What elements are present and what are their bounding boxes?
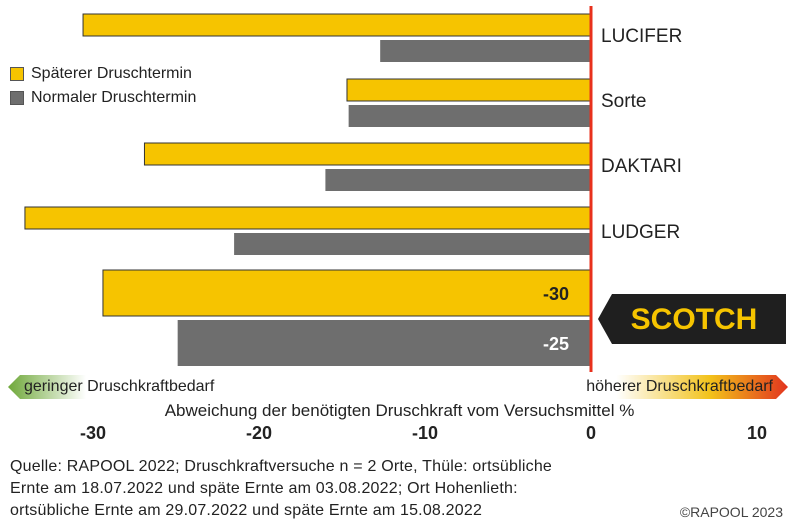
x-tick-label: -30 <box>79 423 107 443</box>
legend-label-normal: Normaler Druschtermin <box>31 89 197 106</box>
source-line: Ernte am 18.07.2022 und späte Ernte am 0… <box>10 480 518 497</box>
x-axis-title: Abweichung der benötigten Druschkraft vo… <box>164 401 635 420</box>
category-label-sorte: Sorte <box>601 91 647 112</box>
category-label-lucifer: LUCIFER <box>601 26 683 47</box>
category-label-ludger: LUDGER <box>601 222 681 243</box>
x-tick-label: 0 <box>585 423 597 443</box>
bar-chart: -30 -25 <box>24 6 593 372</box>
legend-item-later: Späterer Druschtermin <box>10 62 196 86</box>
bar-scotch-normal <box>177 320 591 366</box>
x-tick-label: -10 <box>411 423 439 443</box>
scotch-badge-label: SCOTCH <box>631 303 758 336</box>
bar-daktari-normal <box>325 169 591 191</box>
data-label-scotch-normal: -25 <box>543 334 569 354</box>
bar-ludger-normal <box>234 233 591 255</box>
legend: Späterer Druschtermin Normaler Druschter… <box>10 62 196 110</box>
arrow-shape <box>8 375 788 399</box>
legend-swatch-later <box>10 67 24 81</box>
bar-lucifer-later <box>82 13 592 37</box>
bar-sorte-normal <box>348 105 591 127</box>
category-label-daktari: DAKTARI <box>601 156 682 177</box>
druschkraft-arrow <box>8 375 788 399</box>
legend-item-normal: Normaler Druschtermin <box>10 86 196 110</box>
scotch-badge-shape <box>598 294 786 344</box>
x-tick-label: 10 <box>746 423 768 443</box>
legend-label-later: Späterer Druschtermin <box>31 65 192 82</box>
scotch-badge: SCOTCH <box>598 294 786 344</box>
arrow-left-label: geringer Druschkraftbedarf <box>24 378 215 395</box>
bar-scotch-later <box>102 269 592 317</box>
source-line: ortsübliche Ernte am 29.07.2022 und spät… <box>10 502 483 519</box>
data-label-scotch-later: -30 <box>543 284 569 304</box>
copyright: ©RAPOOL 2023 <box>679 504 783 520</box>
x-tick-label: -20 <box>245 423 273 443</box>
bar-lucifer-normal <box>380 40 591 62</box>
bar-ludger-later <box>24 206 592 230</box>
arrow-right-label: höherer Druschkraftbedarf <box>586 378 773 395</box>
legend-swatch-normal <box>10 91 24 105</box>
bar-sorte-later <box>346 78 592 102</box>
source-note: Quelle: RAPOOL 2022; Druschkraftversuche… <box>10 456 690 522</box>
bar-daktari-later <box>143 142 592 166</box>
source-line: Quelle: RAPOOL 2022; Druschkraftversuche… <box>10 458 553 475</box>
